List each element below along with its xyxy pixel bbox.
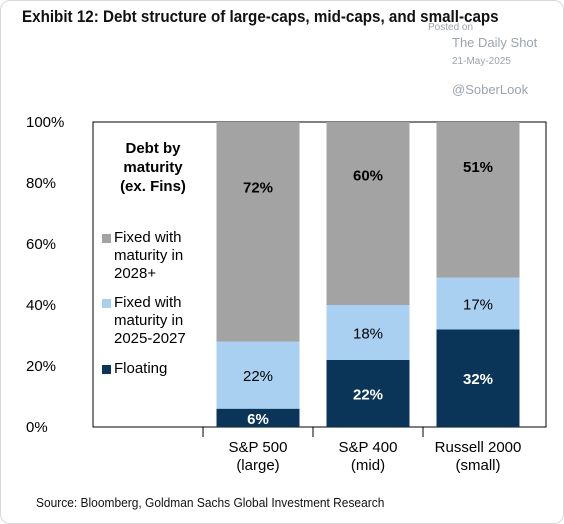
source-note: Source: Bloomberg, Goldman Sachs Global …: [36, 495, 385, 510]
y-tick-label: 100%: [26, 114, 65, 131]
legend-label: Fixed with maturity in 2028+: [114, 229, 214, 283]
data-label: 17%: [463, 296, 493, 313]
bar-segment: [326, 359, 410, 427]
x-tick-label: S&P 500 (large): [203, 439, 313, 475]
x-tick-label: Russell 2000 (small): [423, 439, 533, 475]
legend-label-line: maturity in: [114, 312, 184, 329]
legend-swatch: [102, 365, 111, 374]
chart-title: Exhibit 12: Debt structure of large-caps…: [22, 8, 499, 26]
data-label: 60%: [353, 168, 383, 185]
x-tick-label-line: S&P 400: [338, 439, 398, 456]
bar-segment: [436, 277, 520, 330]
watermark-posted-on: Posted on: [428, 22, 474, 33]
legend-label-line: 2028+: [114, 265, 157, 282]
y-tick-label: 20%: [26, 358, 57, 375]
data-label: 72%: [243, 179, 273, 196]
x-tick-label-line: Russell 2000: [434, 439, 522, 456]
legend-label-line: maturity in: [114, 247, 184, 264]
data-label: 18%: [353, 325, 383, 342]
legend-label-line: Fixed with: [114, 229, 182, 246]
data-label: 22%: [243, 368, 273, 385]
legend-title: Debt by maturity (ex. Fins): [100, 139, 206, 196]
legend-label: Fixed with maturity in 2025-2027: [114, 294, 214, 348]
plot-border: [92, 121, 547, 428]
legend-title-line: (ex. Fins): [120, 178, 186, 195]
x-tick-label-line: (mid): [350, 457, 386, 474]
y-tick-label: 60%: [26, 236, 57, 253]
data-label: 22%: [353, 386, 383, 403]
legend-label-line: 2025-2027: [114, 330, 186, 347]
legend-swatch: [102, 234, 111, 243]
legend-swatch: [102, 299, 111, 308]
x-tick-label-line: (small): [455, 457, 501, 474]
y-tick-label: 40%: [26, 297, 57, 314]
bar-segment: [436, 329, 520, 427]
bar-segment: [216, 122, 300, 342]
watermark-site: The Daily Shot: [452, 35, 538, 50]
legend-title-line: maturity: [123, 159, 183, 176]
legend-label: Floating: [114, 360, 214, 378]
x-tick-label-line: (large): [236, 457, 280, 474]
data-label: 51%: [463, 159, 493, 176]
data-label: 32%: [463, 371, 493, 388]
bar-segment: [436, 122, 520, 278]
watermark-date: 21-May-2025: [452, 56, 511, 67]
x-tick-label: S&P 400 (mid): [313, 439, 423, 475]
legend-label-line: Floating: [114, 360, 168, 377]
y-tick-label: 0%: [26, 419, 48, 436]
bar-segment: [326, 122, 410, 305]
y-tick-label: 80%: [26, 175, 57, 192]
bar-segment: [326, 305, 410, 360]
legend-title-line: Debt by: [125, 140, 181, 157]
bar-segment: [216, 408, 300, 427]
watermark-handle: @SoberLook: [452, 82, 529, 97]
bar-segment: [216, 341, 300, 409]
data-label: 6%: [247, 411, 269, 428]
legend-label-line: Fixed with: [114, 294, 182, 311]
x-tick-label-line: S&P 500: [228, 439, 288, 456]
